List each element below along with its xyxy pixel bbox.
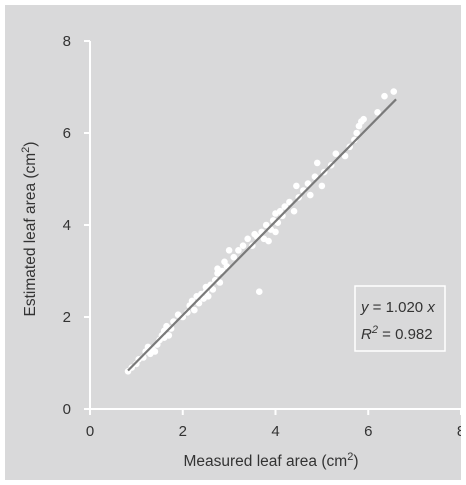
data-point: [230, 253, 238, 261]
data-point: [204, 293, 212, 300]
data-point: [313, 159, 321, 167]
data-point: [281, 203, 289, 210]
data-point: [191, 306, 198, 314]
data-point: [332, 150, 340, 157]
data-point: [381, 92, 388, 100]
data-point: [151, 348, 159, 355]
x-axis-title: Measured leaf area (cm2): [184, 451, 359, 470]
x-tick-label: 2: [179, 423, 187, 440]
data-point: [390, 88, 398, 95]
fit-line-layer: [127, 98, 397, 372]
fit-line: [127, 98, 397, 372]
data-point: [318, 182, 326, 190]
data-point: [293, 182, 300, 190]
data-point: [272, 228, 279, 236]
y-tick-label: 6: [63, 125, 71, 142]
y-tick-label: 4: [63, 217, 71, 234]
data-point: [351, 136, 358, 144]
data-point: [290, 207, 298, 215]
y-tick-label: 8: [63, 33, 71, 50]
data-point: [235, 247, 242, 254]
y-tick-label: 0: [63, 401, 71, 418]
equation-box: y = 1.020 x R2 = 0.982: [354, 285, 446, 352]
data-point: [255, 288, 263, 296]
data-point: [306, 191, 314, 199]
data-point: [374, 109, 381, 116]
x-tick-label: 8: [457, 423, 461, 440]
chart-panel: 0 2 4 6 8 0 2 4 6 8 Measured leaf area (cm2) Esti…: [5, 5, 465, 480]
scatter-chart: 0 2 4 6 8 0 2 4 6 8 Measured leaf area (cm2) Esti…: [20, 33, 465, 470]
y-axis-title: Estimated leaf area (cm2): [20, 142, 39, 317]
fit-equation: y = 1.020 x: [360, 299, 435, 316]
data-point: [341, 152, 349, 160]
data-point: [244, 235, 251, 243]
data-point: [286, 198, 293, 206]
r-squared: R2 = 0.982: [361, 324, 433, 343]
x-tick-label: 6: [364, 423, 372, 440]
data-point: [165, 332, 173, 339]
data-point: [225, 247, 233, 254]
data-point: [239, 242, 247, 249]
data-point: [262, 221, 270, 229]
data-point: [265, 237, 272, 245]
data-point: [360, 115, 367, 123]
x-tick-label: 0: [86, 423, 94, 440]
data-point: [167, 325, 175, 332]
x-tick-label: 4: [271, 423, 279, 440]
y-tick-label: 2: [63, 309, 71, 326]
data-point: [353, 129, 360, 137]
